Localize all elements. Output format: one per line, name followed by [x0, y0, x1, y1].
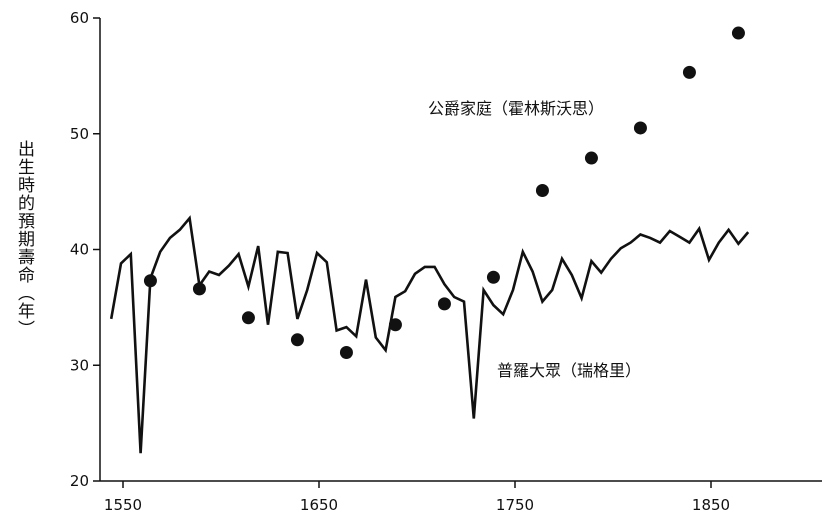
- scatter-point-ducal-families: [143, 274, 157, 288]
- scatter-point-ducal-families: [633, 121, 647, 135]
- y-tick-label: 30: [70, 356, 89, 374]
- scatter-point-ducal-families: [388, 318, 402, 332]
- scatter-point-ducal-families: [486, 270, 500, 284]
- x-tick-label: 1550: [104, 496, 142, 514]
- y-tick-label: 20: [70, 472, 89, 490]
- y-tick-label: 40: [70, 241, 89, 259]
- series-line-general-population: [109, 215, 750, 454]
- scatter-point-ducal-families: [241, 311, 255, 325]
- scatter-point-ducal-families: [535, 183, 549, 197]
- scatter-point-ducal-families: [731, 26, 745, 40]
- scatter-point-ducal-families: [339, 346, 353, 360]
- scatter-point-ducal-families: [682, 65, 696, 79]
- x-tick-label: 1850: [692, 496, 730, 514]
- scatter-point-ducal-families: [290, 333, 304, 347]
- scatter-point-ducal-families: [437, 297, 451, 311]
- x-tick-label: 1650: [300, 496, 338, 514]
- y-tick-label: 50: [70, 125, 89, 143]
- scatter-point-ducal-families: [584, 151, 598, 165]
- y-axis-label: 出生時的預期壽命（年）: [14, 140, 34, 338]
- annotation-ducal-families: 公爵家庭（霍林斯沃思）: [428, 99, 604, 118]
- annotation-general-population: 普羅大眾（瑞格里）: [497, 361, 641, 380]
- scatter-point-ducal-families: [192, 282, 206, 296]
- x-tick-label: 1750: [496, 496, 534, 514]
- marks: [109, 26, 750, 454]
- axes: 20 30 40 50 60 1550 1650 1750 1850: [70, 9, 822, 514]
- y-tick-label: 60: [70, 9, 89, 27]
